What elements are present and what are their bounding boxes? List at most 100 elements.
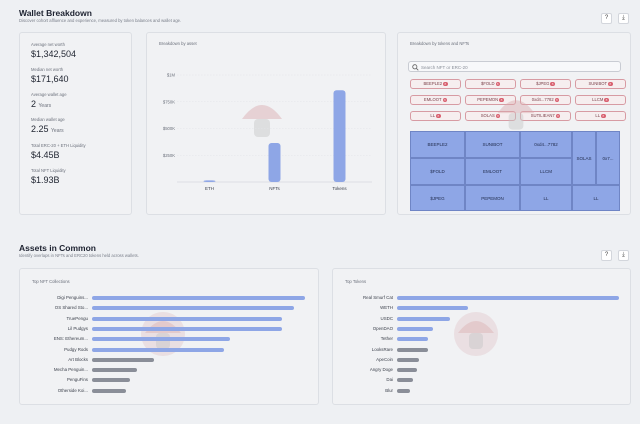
bar[interactable] (397, 388, 411, 393)
question-icon: ? (604, 15, 609, 21)
remove-chip-icon[interactable]: × (604, 97, 609, 103)
bar[interactable] (268, 142, 281, 182)
median-wallet-age-number: 2.25 (31, 124, 49, 134)
remove-chip-icon[interactable]: × (495, 81, 500, 87)
bar-label: Lil Pudgys (67, 325, 88, 331)
mushroom-watermark-icon (497, 100, 535, 130)
bar[interactable] (397, 326, 433, 331)
bar[interactable] (397, 306, 469, 311)
y-tick-label: $750K (163, 99, 175, 104)
assets-common-subtitle: Identify overlaps in NFTs and ERC20 toke… (19, 253, 139, 258)
token-chip[interactable]: PEPEMON × (465, 95, 516, 105)
bar[interactable] (203, 180, 216, 182)
bar[interactable] (397, 347, 429, 352)
token-chip[interactable]: LLCM × (575, 95, 626, 105)
search-input[interactable]: Search NFT or ERC-20 (408, 61, 621, 72)
median-wallet-age-value: 2.25 Years (31, 124, 64, 134)
nft-liquidity-label: Total NFT Liquidity (31, 168, 66, 173)
token-chip[interactable]: LL × (575, 111, 626, 121)
token-chip[interactable]: SUNIBOT × (575, 79, 626, 89)
download-icon: ⤓ (622, 252, 625, 258)
chip-label: $JPEG (536, 81, 550, 86)
bar-label: Pudgy Rods (64, 346, 88, 352)
stats-card: Average net worth $1,342,504 Median net … (19, 32, 132, 215)
remove-chip-icon[interactable]: × (436, 113, 441, 119)
bar[interactable] (92, 326, 282, 331)
median-net-worth-label: Median net worth (31, 67, 64, 72)
remove-chip-icon[interactable]: × (555, 113, 561, 119)
remove-chip-icon[interactable]: × (608, 81, 613, 87)
bar[interactable] (92, 368, 137, 373)
median-wallet-age-unit: Years (51, 128, 64, 134)
treemap-tile[interactable]: SOLAS (572, 131, 596, 185)
remove-chip-icon[interactable]: × (550, 81, 555, 87)
bar-label: Tether (380, 336, 393, 342)
bar-label: Real Smurf Cat (362, 295, 393, 300)
bar-label: TruePengu (66, 315, 88, 321)
bar[interactable] (397, 357, 420, 362)
token-chip[interactable]: SUTILIEAN7 × (520, 111, 571, 121)
bar[interactable] (92, 306, 295, 311)
bar-label: Mecha Penguin... (53, 367, 88, 373)
bar[interactable] (333, 90, 346, 182)
page-subtitle: Discover cohort affluence and experience… (19, 18, 182, 23)
token-chip[interactable]: BEEPLE2 × (410, 79, 461, 89)
top-tokens-title: Top Tokens (345, 279, 367, 284)
bar[interactable] (92, 357, 154, 362)
token-chip[interactable]: EMLOOT × (410, 95, 461, 105)
avg-net-worth-value: $1,342,504 (31, 49, 77, 59)
remove-chip-icon[interactable]: × (442, 97, 448, 103)
bar-label: PenguFins (67, 377, 88, 383)
bar[interactable] (397, 316, 451, 321)
help-button[interactable]: ? (601, 13, 612, 24)
bar-label: Art Blocks (68, 356, 88, 362)
avg-wallet-age-number: 2 (31, 99, 37, 109)
treemap-tile[interactable]: LL (572, 185, 620, 211)
download-icon: ⤓ (622, 15, 625, 21)
chip-label: LL (595, 113, 601, 118)
remove-chip-icon[interactable]: × (554, 97, 560, 103)
y-tick-label: $500K (163, 126, 175, 131)
x-tick-label: ETH (205, 186, 214, 191)
download-button-assets[interactable]: ⤓ (618, 250, 629, 261)
token-chip[interactable]: $JPEG × (520, 79, 571, 89)
nft-liquidity-value: $1.93B (31, 175, 60, 185)
avg-net-worth-label: Average net worth (31, 42, 65, 47)
bar[interactable] (92, 347, 225, 352)
treemap-tile[interactable]: $JPEG (410, 185, 465, 211)
bar[interactable] (397, 337, 429, 342)
bar[interactable] (397, 378, 413, 383)
asset-breakdown-card: Breakdown by asset $1M $750K $500K $250K ETH… (146, 32, 386, 215)
download-button[interactable]: ⤓ (618, 13, 629, 24)
bar[interactable] (92, 296, 305, 300)
bar[interactable] (92, 388, 127, 393)
token-chip[interactable]: 0xd4...7782 × (520, 95, 571, 105)
assets-common-title: Assets in Common (19, 243, 96, 253)
help-button-assets[interactable]: ? (601, 250, 612, 261)
remove-chip-icon[interactable]: × (443, 81, 448, 87)
treemap-tile[interactable]: PEPEMON (465, 185, 520, 211)
bar[interactable] (397, 296, 619, 300)
treemap-tile[interactable]: SUNIBOT (465, 131, 520, 158)
treemap-tile[interactable]: $FOLD (410, 158, 465, 185)
treemap-tile[interactable]: LLCM (520, 158, 572, 185)
treemap-tile[interactable]: LL (520, 185, 572, 211)
chip-label: BEEPLE2 (423, 81, 443, 86)
bar[interactable] (92, 378, 131, 383)
treemap-tile[interactable]: EMLOOT (465, 158, 520, 185)
treemap-tile[interactable]: BEEPLE2 (410, 131, 465, 158)
y-tick-label: $1M (167, 73, 176, 78)
bar[interactable] (92, 337, 231, 342)
token-chip[interactable]: $FOLD × (465, 79, 516, 89)
token-chip[interactable]: SOLAS × (465, 111, 516, 121)
token-chip[interactable]: LL × (410, 111, 461, 121)
remove-chip-icon[interactable]: × (601, 113, 606, 119)
treemap-tile[interactable]: 0xd4...7782 (520, 131, 572, 158)
treemap-tile[interactable]: 0x7... (596, 131, 620, 185)
chip-label: SUTILIEAN7 (530, 113, 555, 118)
bar-label: Digi Penguins... (57, 295, 88, 300)
remove-chip-icon[interactable]: × (495, 113, 501, 119)
bar[interactable] (92, 316, 282, 321)
remove-chip-icon[interactable]: × (499, 97, 504, 103)
bar[interactable] (397, 368, 417, 373)
